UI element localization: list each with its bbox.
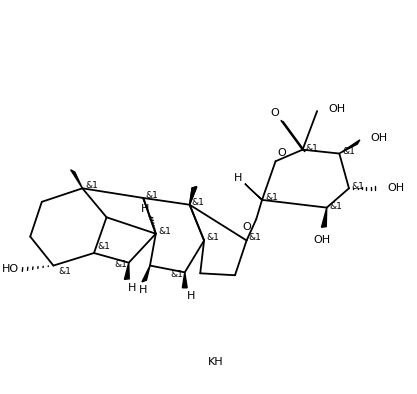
Text: O: O	[277, 149, 286, 158]
Polygon shape	[339, 140, 360, 154]
Text: &1: &1	[265, 193, 278, 202]
Text: &1: &1	[352, 182, 365, 191]
Text: &1: &1	[342, 147, 355, 156]
Text: &1: &1	[85, 181, 98, 190]
Text: &1: &1	[145, 191, 158, 200]
Polygon shape	[142, 266, 150, 282]
Text: &1: &1	[249, 233, 261, 242]
Polygon shape	[245, 184, 262, 200]
Text: H: H	[128, 283, 136, 293]
Polygon shape	[190, 187, 197, 205]
Polygon shape	[70, 170, 83, 188]
Text: &1: &1	[114, 260, 127, 269]
Polygon shape	[182, 272, 187, 288]
Polygon shape	[322, 208, 327, 227]
Text: &1: &1	[58, 267, 71, 275]
Text: &1: &1	[170, 270, 183, 279]
Text: &1: &1	[191, 198, 204, 207]
Text: KH: KH	[208, 357, 224, 367]
Text: &1: &1	[97, 242, 110, 251]
Text: &1: &1	[330, 201, 342, 210]
Text: O: O	[271, 108, 279, 118]
Text: O: O	[243, 222, 251, 232]
Text: H: H	[187, 291, 195, 301]
Text: HO: HO	[2, 264, 19, 275]
Text: OH: OH	[370, 133, 387, 143]
Text: OH: OH	[313, 235, 331, 245]
Polygon shape	[124, 263, 129, 279]
Polygon shape	[190, 187, 197, 205]
Text: H: H	[234, 173, 243, 182]
Text: H: H	[141, 204, 149, 214]
Text: H: H	[139, 285, 148, 295]
Text: OH: OH	[329, 104, 346, 114]
Text: OH: OH	[387, 183, 405, 193]
Text: &1: &1	[306, 143, 318, 152]
Text: &1: &1	[206, 233, 219, 242]
Text: &1: &1	[159, 227, 171, 236]
